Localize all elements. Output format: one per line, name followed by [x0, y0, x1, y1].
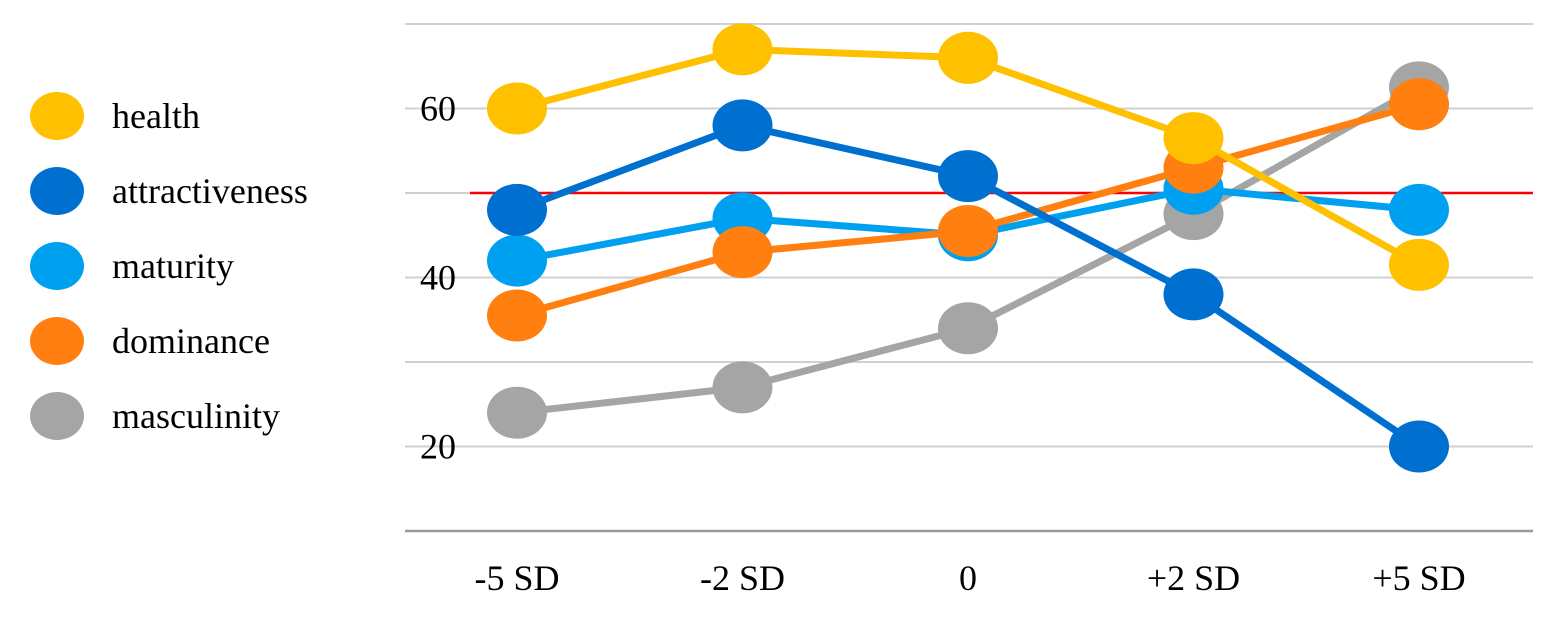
- y-tick-label-40: 40: [420, 258, 456, 298]
- point-health-0: [487, 82, 547, 135]
- x-tick-label-1: -2 SD: [700, 558, 785, 598]
- legend-marker-health: [30, 91, 84, 140]
- series-dominance: [487, 78, 1449, 342]
- point-attractiveness-1: [712, 99, 773, 152]
- point-dominance-0: [487, 289, 547, 342]
- legend-label-health: health: [112, 95, 200, 136]
- point-attractiveness-0: [487, 183, 547, 236]
- legend-label-masculinity: masculinity: [112, 395, 280, 436]
- point-health-2: [938, 31, 998, 84]
- series-health: [487, 23, 1449, 291]
- x-tick-label-2: 0: [959, 558, 977, 598]
- legend: health attractiveness maturity dominance…: [30, 78, 308, 453]
- legend-item-dominance: dominance: [30, 303, 308, 378]
- series-attractiveness: [487, 99, 1449, 473]
- point-attractiveness-2: [938, 150, 998, 203]
- gridlines: [405, 23, 1533, 533]
- y-tick-label-60: 60: [420, 89, 456, 129]
- legend-item-attractiveness: attractiveness: [30, 153, 308, 228]
- x-tick-label-0: -5 SD: [474, 558, 559, 598]
- series-masculinity: [487, 61, 1449, 439]
- point-masculinity-1: [712, 361, 773, 414]
- point-masculinity-2: [938, 302, 998, 355]
- point-dominance-4: [1389, 78, 1449, 131]
- legend-label-maturity: maturity: [112, 245, 234, 286]
- point-dominance-1: [712, 226, 773, 279]
- point-attractiveness-3: [1163, 268, 1224, 321]
- x-tick-label-3: +2 SD: [1147, 558, 1240, 598]
- point-dominance-2: [938, 205, 998, 258]
- point-masculinity-0: [487, 386, 547, 439]
- legend-marker-masculinity: [30, 391, 84, 440]
- legend-item-maturity: maturity: [30, 228, 308, 303]
- y-tick-label-20: 20: [420, 427, 456, 467]
- series-group: [487, 23, 1449, 473]
- point-maturity-0: [487, 234, 547, 287]
- legend-label-dominance: dominance: [112, 320, 270, 361]
- point-maturity-4: [1389, 183, 1449, 236]
- point-health-1: [712, 23, 773, 76]
- legend-marker-maturity: [30, 241, 84, 290]
- legend-marker-dominance: [30, 316, 84, 365]
- legend-item-masculinity: masculinity: [30, 378, 308, 453]
- point-health-3: [1163, 112, 1224, 165]
- legend-marker-attractiveness: [30, 166, 84, 215]
- x-tick-label-4: +5 SD: [1372, 558, 1465, 598]
- tick-labels: 20 40 60 -5 SD -2 SD 0 +2 SD +5 SD: [420, 89, 1466, 599]
- legend-item-health: health: [30, 78, 308, 153]
- point-attractiveness-4: [1389, 420, 1449, 473]
- legend-label-attractiveness: attractiveness: [112, 170, 308, 211]
- point-health-4: [1389, 238, 1449, 291]
